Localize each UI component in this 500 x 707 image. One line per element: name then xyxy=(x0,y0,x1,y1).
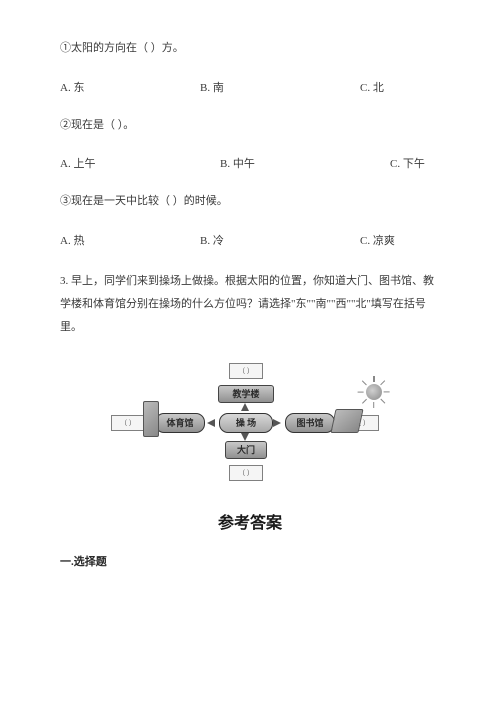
node-top: 教学楼 xyxy=(218,385,274,403)
library-building-icon xyxy=(330,409,363,433)
blank-bottom: （ ） xyxy=(229,465,263,481)
node-right: 图书馆 xyxy=(285,413,335,433)
blank-top: （ ） xyxy=(229,363,263,379)
diagram: 操 场 教学楼 （ ） 大门 （ ） 体育馆 （ ） 图书馆 （ ） xyxy=(105,351,395,491)
arrow-left-icon xyxy=(207,419,215,427)
q4-text: 3. 早上，同学们来到操场上做操。根据太阳的位置，你知道大门、图书馆、教学楼和体… xyxy=(60,270,440,339)
q2-opt-b: B. 中午 xyxy=(220,155,390,171)
q3-opt-b: B. 冷 xyxy=(200,232,360,248)
gym-building-icon xyxy=(143,401,159,437)
sun-icon xyxy=(359,377,389,407)
q1-text: ①太阳的方向在（ ）方。 xyxy=(60,40,440,57)
arrow-right-icon xyxy=(273,419,281,427)
q3-opt-a: A. 热 xyxy=(60,232,200,248)
q1-opt-b: B. 南 xyxy=(200,79,360,95)
blank-left: （ ） xyxy=(111,415,145,431)
q3-opt-c: C. 凉爽 xyxy=(360,232,395,248)
q2-text: ②现在是（ ）。 xyxy=(60,117,440,134)
node-bottom: 大门 xyxy=(225,441,267,459)
section-title: 一.选择题 xyxy=(60,553,440,569)
q2-options: A. 上午 B. 中午 C. 下午 xyxy=(60,155,440,171)
q3-text: ③现在是一天中比较（ ）的时候。 xyxy=(60,193,440,210)
q1-opt-a: A. 东 xyxy=(60,79,200,95)
q3-options: A. 热 B. 冷 C. 凉爽 xyxy=(60,232,440,248)
q2-opt-a: A. 上午 xyxy=(60,155,220,171)
arrow-up-icon xyxy=(241,403,249,411)
q1-options: A. 东 B. 南 C. 北 xyxy=(60,79,440,95)
node-left: 体育馆 xyxy=(155,413,205,433)
node-center: 操 场 xyxy=(219,413,273,433)
q1-opt-c: C. 北 xyxy=(360,79,384,95)
q2-opt-c: C. 下午 xyxy=(390,155,425,171)
answer-title: 参考答案 xyxy=(60,509,440,533)
arrow-down-icon xyxy=(241,433,249,441)
